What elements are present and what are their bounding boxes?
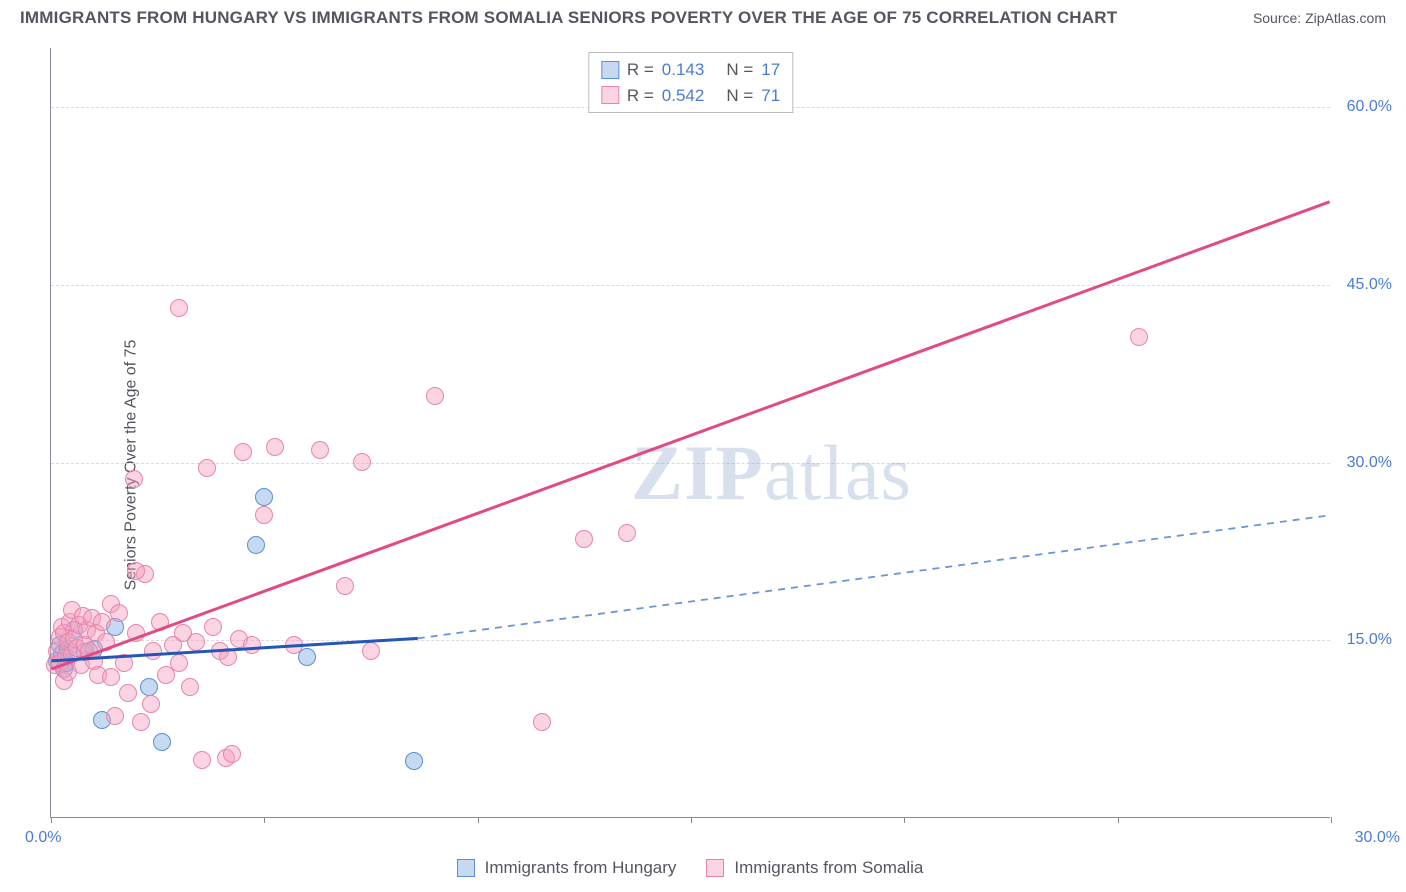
scatter-point	[106, 707, 124, 725]
scatter-point	[119, 684, 137, 702]
scatter-point	[234, 443, 252, 461]
scatter-point	[219, 648, 237, 666]
legend-swatch	[706, 859, 724, 877]
x-tick-label: 0.0%	[25, 829, 61, 847]
legend-n-value: 71	[761, 83, 780, 109]
legend-n-value: 17	[761, 57, 780, 83]
scatter-point	[618, 524, 636, 542]
legend-swatch	[601, 61, 619, 79]
scatter-point	[426, 387, 444, 405]
scatter-point	[132, 713, 150, 731]
scatter-point	[575, 530, 593, 548]
scatter-point	[362, 642, 380, 660]
scatter-point	[266, 438, 284, 456]
scatter-point	[110, 604, 128, 622]
x-tick-mark	[1118, 817, 1119, 823]
chart-container: Seniors Poverty Over the Age of 75 ZIPat…	[0, 38, 1406, 892]
scatter-point	[144, 642, 162, 660]
chart-title: IMMIGRANTS FROM HUNGARY VS IMMIGRANTS FR…	[20, 8, 1117, 28]
legend-row: R = 0.542 N = 71	[601, 83, 780, 109]
y-tick-label: 15.0%	[1337, 631, 1392, 649]
legend-text: R =	[627, 57, 654, 83]
scatter-point	[193, 751, 211, 769]
scatter-point	[151, 613, 169, 631]
legend-r-value: 0.542	[662, 83, 705, 109]
scatter-point	[125, 470, 143, 488]
scatter-point	[336, 577, 354, 595]
scatter-point	[255, 488, 273, 506]
y-tick-label: 30.0%	[1337, 454, 1392, 472]
gridline	[51, 285, 1330, 286]
legend-text: N =	[726, 83, 753, 109]
scatter-point	[127, 562, 145, 580]
title-bar: IMMIGRANTS FROM HUNGARY VS IMMIGRANTS FR…	[0, 0, 1406, 32]
scatter-point	[247, 536, 265, 554]
scatter-point	[1130, 328, 1148, 346]
y-tick-label: 60.0%	[1337, 98, 1392, 116]
scatter-point	[353, 453, 371, 471]
scatter-point	[311, 441, 329, 459]
scatter-point	[102, 668, 120, 686]
legend-swatch	[457, 859, 475, 877]
scatter-point	[115, 654, 133, 672]
watermark: ZIPatlas	[631, 428, 912, 518]
scatter-point	[142, 695, 160, 713]
scatter-point	[170, 299, 188, 317]
plot-area: ZIPatlas R =0.143N =17R =0.542N =71 15.0…	[50, 48, 1330, 818]
scatter-point	[255, 506, 273, 524]
legend-swatch	[601, 86, 619, 104]
x-tick-mark	[51, 817, 52, 823]
legend-label: Immigrants from Hungary	[485, 858, 677, 878]
trend-lines	[51, 48, 1330, 817]
legend-label: Immigrants from Somalia	[734, 858, 923, 878]
x-tick-label: 30.0%	[1355, 829, 1400, 847]
legend-item: Immigrants from Somalia	[706, 858, 923, 878]
legend-text: N =	[726, 57, 753, 83]
legend-text: R =	[627, 83, 654, 109]
scatter-point	[127, 624, 145, 642]
x-tick-mark	[264, 817, 265, 823]
x-tick-mark	[904, 817, 905, 823]
scatter-point	[97, 633, 115, 651]
gridline	[51, 463, 1330, 464]
scatter-point	[140, 678, 158, 696]
scatter-point	[187, 633, 205, 651]
x-tick-mark	[691, 817, 692, 823]
x-tick-mark	[1331, 817, 1332, 823]
y-tick-label: 45.0%	[1337, 276, 1392, 294]
scatter-point	[153, 733, 171, 751]
x-tick-mark	[478, 817, 479, 823]
scatter-point	[198, 459, 216, 477]
scatter-point	[285, 636, 303, 654]
legend-series: Immigrants from Hungary Immigrants from S…	[50, 858, 1330, 878]
source-label: Source: ZipAtlas.com	[1253, 10, 1386, 26]
legend-r-value: 0.143	[662, 57, 705, 83]
scatter-point	[170, 654, 188, 672]
scatter-point	[204, 618, 222, 636]
scatter-point	[223, 745, 241, 763]
scatter-point	[181, 678, 199, 696]
legend-correlation: R = 0.143 N = 17 R = 0.542 N = 71	[588, 52, 793, 113]
scatter-point	[533, 713, 551, 731]
legend-row: R = 0.143 N = 17	[601, 57, 780, 83]
scatter-point	[405, 752, 423, 770]
legend-item: Immigrants from Hungary	[457, 858, 677, 878]
scatter-point	[243, 636, 261, 654]
scatter-point	[93, 613, 111, 631]
